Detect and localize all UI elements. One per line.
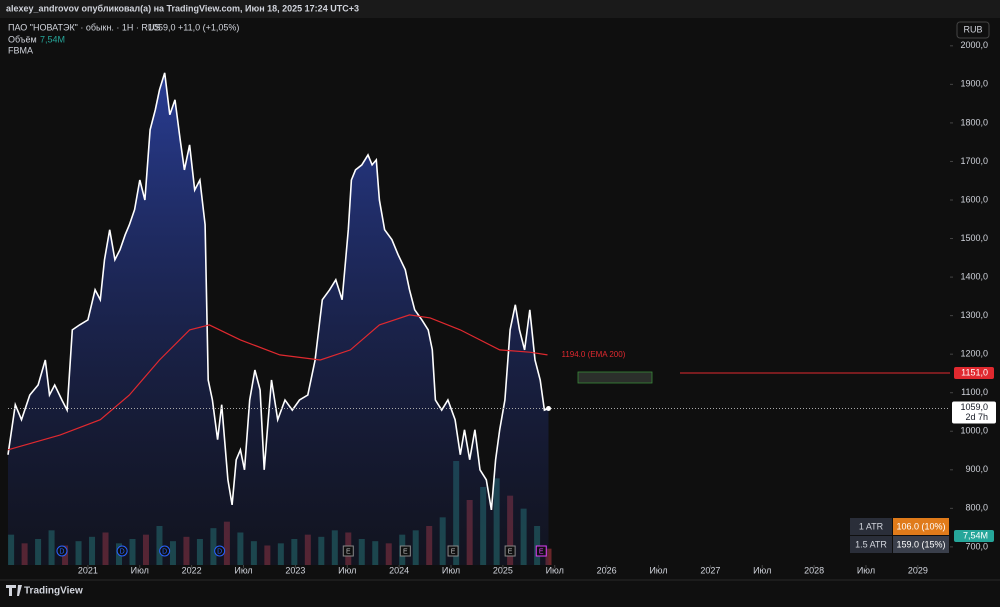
currency-button[interactable] xyxy=(956,21,990,39)
y-tick-label: 1800,0 xyxy=(960,117,988,127)
currency[interactable]: RUB xyxy=(963,24,982,34)
dividend-marker xyxy=(116,545,128,557)
last: 1059,0 xyxy=(148,22,176,32)
event-label: E xyxy=(346,548,351,555)
symbol: ПАО "НОВАТЭК" · обыкн. · 1Н · RUS xyxy=(8,22,160,32)
y-tick-label: 1500,0 xyxy=(960,233,988,243)
x-tick-label: Июл xyxy=(857,565,875,575)
hline-tag xyxy=(954,367,994,380)
x-tick-label: 2028 xyxy=(804,565,824,575)
event-label: D xyxy=(162,548,167,555)
x-tick-label: 2029 xyxy=(908,565,928,575)
earnings-marker xyxy=(504,545,516,557)
brand: TradingView xyxy=(24,586,83,597)
earnings-marker xyxy=(342,545,354,557)
countdown: 2d 7h xyxy=(965,412,988,422)
atr-cell xyxy=(850,518,892,535)
last-price-tag xyxy=(952,401,996,424)
atr-cell xyxy=(893,536,949,553)
position-box xyxy=(577,371,653,384)
y-tick-label: 1100,0 xyxy=(961,387,988,397)
earnings-marker xyxy=(535,545,547,557)
dividend-marker xyxy=(56,545,68,557)
ema-label: 1194.0 (EMA 200) xyxy=(561,350,625,359)
change: +11,0 (+1,05%) xyxy=(178,22,239,32)
atr-name: 1.5 ATR xyxy=(855,539,887,549)
y-tick-label: 2000,0 xyxy=(960,40,988,50)
atr-value: 159.0 (15%) xyxy=(896,539,945,549)
event-label: E xyxy=(539,548,544,555)
dividend-marker xyxy=(214,545,226,557)
volume-value: 7,54M xyxy=(40,34,65,44)
x-tick-label: 2021 xyxy=(78,565,98,575)
indicator: FBMA xyxy=(8,45,33,55)
y-tick-label: 900,0 xyxy=(965,464,988,474)
event-label: E xyxy=(451,548,456,555)
x-tick-label: 2023 xyxy=(285,565,305,575)
price-line xyxy=(7,72,549,511)
y-tick-label: 1700,0 xyxy=(960,156,988,166)
y-tick-label: 1900,0 xyxy=(960,79,988,89)
x-tick-label: Июл xyxy=(338,565,356,575)
earnings-marker xyxy=(447,545,459,557)
event-label: E xyxy=(403,548,408,555)
x-tick-label: Июл xyxy=(649,565,667,575)
published: alexey_androvov опубликовал(а) на Tradin… xyxy=(6,3,359,13)
atr-value: 106.0 (10%) xyxy=(896,521,945,531)
y-tick-label: 1200,0 xyxy=(960,349,988,359)
volume-tag-label: 7,54M xyxy=(963,530,988,540)
atr-cell xyxy=(893,518,949,535)
volume-tag xyxy=(954,530,994,542)
hline-label: 1151,0 xyxy=(961,367,988,377)
x-tick-label: 2025 xyxy=(493,565,513,575)
event-label: D xyxy=(120,548,125,555)
y-tick-label: 700,0 xyxy=(965,541,988,551)
volume-name: Объём xyxy=(8,34,37,44)
x-tick-label: Июл xyxy=(442,565,460,575)
x-tick-label: 2022 xyxy=(182,565,202,575)
x-tick-label: Июл xyxy=(234,565,252,575)
x-tick-label: Июл xyxy=(131,565,149,575)
last-point xyxy=(546,406,552,412)
atr-cell xyxy=(850,536,892,553)
y-tick-label: 1400,0 xyxy=(960,271,988,281)
y-tick-label: 1300,0 xyxy=(960,310,988,320)
event-label: E xyxy=(508,548,513,555)
dividend-marker xyxy=(159,545,171,557)
volume-bar xyxy=(545,548,552,565)
y-tick-label: 1600,0 xyxy=(960,194,988,204)
earnings-marker xyxy=(399,545,411,557)
x-tick-label: 2026 xyxy=(597,565,617,575)
y-tick-label: 1000,0 xyxy=(960,426,988,436)
x-tick-label: Июл xyxy=(753,565,771,575)
event-label: D xyxy=(59,548,64,555)
x-tick-label: 2024 xyxy=(389,565,409,575)
ema-line xyxy=(7,314,548,451)
last-price-label: 1059,0 xyxy=(960,402,988,412)
brand-logo xyxy=(6,585,22,596)
header-bar xyxy=(0,0,1000,18)
y-tick-label: 800,0 xyxy=(965,503,988,513)
x-tick-label: Июл xyxy=(546,565,564,575)
x-tick-label: 2027 xyxy=(700,565,720,575)
event-label: D xyxy=(217,548,222,555)
atr-name: 1 ATR xyxy=(859,521,884,531)
